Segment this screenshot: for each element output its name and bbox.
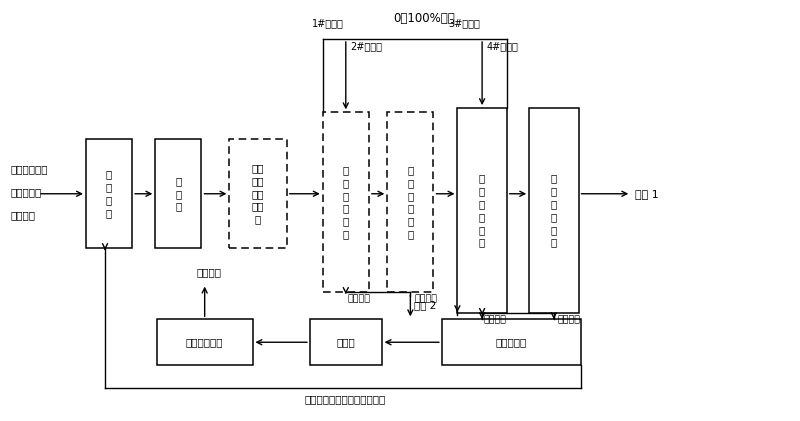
Text: 出水 1: 出水 1 bbox=[635, 189, 659, 199]
FancyBboxPatch shape bbox=[155, 139, 202, 248]
Text: 储泥池: 储泥池 bbox=[337, 337, 355, 347]
Text: 第
一
段
沉
淀
池: 第 一 段 沉 淀 池 bbox=[407, 165, 414, 239]
Text: 1#投加点: 1#投加点 bbox=[312, 19, 344, 29]
FancyBboxPatch shape bbox=[387, 112, 434, 292]
FancyBboxPatch shape bbox=[157, 319, 253, 365]
Text: 2#投加点: 2#投加点 bbox=[350, 41, 382, 51]
FancyBboxPatch shape bbox=[230, 139, 286, 248]
Text: 业废水＋生: 业废水＋生 bbox=[11, 187, 42, 197]
Text: 4#投加点: 4#投加点 bbox=[486, 41, 518, 51]
Text: （水
解酸
化）
调节
池: （水 解酸 化） 调节 池 bbox=[252, 163, 264, 224]
Text: 第
二
段
生
物
池: 第 二 段 生 物 池 bbox=[479, 173, 486, 248]
FancyBboxPatch shape bbox=[86, 139, 132, 248]
FancyBboxPatch shape bbox=[310, 319, 382, 365]
Text: 泥饼填埋: 泥饼填埋 bbox=[196, 267, 221, 277]
Text: 沉
砂
池: 沉 砂 池 bbox=[175, 176, 182, 212]
Text: 出水 2: 出水 2 bbox=[414, 301, 437, 310]
FancyBboxPatch shape bbox=[442, 319, 582, 365]
Text: 污泥脱水机房: 污泥脱水机房 bbox=[186, 337, 223, 347]
Text: 回流污泥: 回流污泥 bbox=[484, 315, 506, 324]
Text: 活污水）: 活污水） bbox=[11, 210, 36, 220]
Text: 第
一
段
生
物
池: 第 一 段 生 物 池 bbox=[342, 165, 349, 239]
Text: 第
二
段
沉
淀
池: 第 二 段 沉 淀 池 bbox=[550, 173, 557, 248]
Text: 0～100%进水: 0～100%进水 bbox=[393, 12, 454, 24]
Text: 回流污泥: 回流污泥 bbox=[347, 294, 370, 303]
FancyBboxPatch shape bbox=[322, 112, 369, 292]
Text: 3#投加点: 3#投加点 bbox=[449, 19, 481, 29]
Text: 粗
细
格
栅: 粗 细 格 栅 bbox=[106, 170, 112, 218]
Text: 城镇污水（工: 城镇污水（工 bbox=[11, 164, 49, 174]
Text: 剩余污泥: 剩余污泥 bbox=[558, 315, 581, 324]
Text: 剩余污泥: 剩余污泥 bbox=[414, 294, 438, 303]
FancyBboxPatch shape bbox=[458, 108, 507, 313]
FancyBboxPatch shape bbox=[529, 108, 578, 313]
Text: 污泥浓缩池: 污泥浓缩池 bbox=[496, 337, 527, 347]
Text: 浓缩池上清液及污泥脱水滤液: 浓缩池上清液及污泥脱水滤液 bbox=[305, 394, 386, 405]
